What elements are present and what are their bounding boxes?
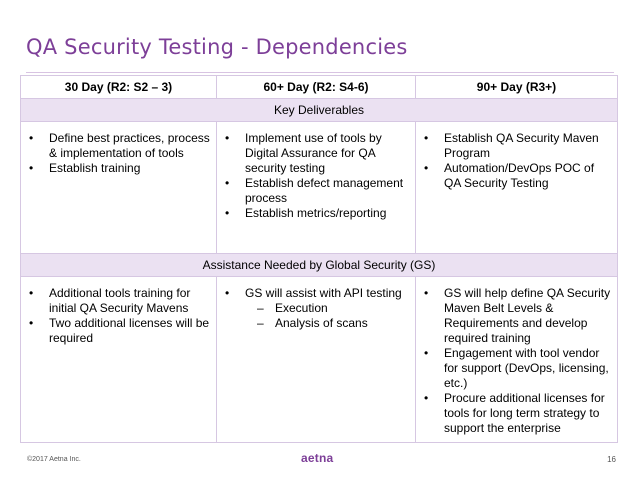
list-item: Establish QA Security Maven Program — [422, 131, 613, 161]
bullet-list: GS will assist with API testing — [223, 286, 411, 301]
section-label: Key Deliverables — [20, 98, 618, 122]
list-item-text: GS will assist with API testing — [245, 286, 402, 300]
list-item: Two additional licenses will be required — [27, 316, 212, 346]
bullet-list: Define best practices, process & impleme… — [27, 131, 212, 176]
bullet-list: GS will help define QA Security Maven Be… — [422, 286, 613, 436]
table-row: Additional tools training for initial QA… — [20, 276, 618, 443]
bullet-list: Establish QA Security Maven Program Auto… — [422, 131, 613, 191]
cell-deliverables-30: Define best practices, process & impleme… — [20, 121, 217, 254]
list-item: Automation/DevOps POC of QA Security Tes… — [422, 161, 613, 191]
list-item: Establish defect management process — [223, 176, 411, 206]
aetna-logo: aetna — [301, 451, 334, 465]
list-item: Additional tools training for initial QA… — [27, 286, 212, 316]
page-number: 16 — [607, 455, 616, 464]
section-band-key-deliverables: Key Deliverables — [20, 98, 618, 122]
list-item: Implement use of tools by Digital Assura… — [223, 131, 411, 176]
column-header-60-day: 60+ Day (R2: S4-6) — [216, 75, 416, 99]
sub-list-item: Execution — [223, 301, 411, 316]
table-row: Define best practices, process & impleme… — [20, 121, 618, 254]
sub-list-item: Analysis of scans — [223, 316, 411, 331]
column-header-30-day: 30 Day (R2: S2 – 3) — [20, 75, 217, 99]
header-row: 30 Day (R2: S2 – 3) 60+ Day (R2: S4-6) 9… — [20, 75, 618, 99]
cell-assistance-30: Additional tools training for initial QA… — [20, 276, 217, 443]
list-item: Engagement with tool vendor for support … — [422, 346, 613, 391]
bullet-list: Implement use of tools by Digital Assura… — [223, 131, 411, 221]
section-label: Assistance Needed by Global Security (GS… — [20, 253, 618, 277]
list-item: Establish metrics/reporting — [223, 206, 411, 221]
sub-list: Execution Analysis of scans — [223, 301, 411, 331]
cell-deliverables-90: Establish QA Security Maven Program Auto… — [415, 121, 618, 254]
column-header-90-day: 90+ Day (R3+) — [415, 75, 618, 99]
list-item: Define best practices, process & impleme… — [27, 131, 212, 161]
cell-deliverables-60: Implement use of tools by Digital Assura… — [216, 121, 416, 254]
copyright-text: ©2017 Aetna Inc. — [27, 456, 81, 463]
list-item: Establish training — [27, 161, 212, 176]
list-item: GS will help define QA Security Maven Be… — [422, 286, 613, 346]
list-item: Procure additional licenses for tools fo… — [422, 391, 613, 436]
section-band-assistance: Assistance Needed by Global Security (GS… — [20, 253, 618, 277]
page-title: QA Security Testing - Dependencies — [26, 35, 408, 59]
cell-assistance-90: GS will help define QA Security Maven Be… — [415, 276, 618, 443]
list-item: GS will assist with API testing — [223, 286, 411, 301]
bullet-list: Additional tools training for initial QA… — [27, 286, 212, 346]
title-divider — [26, 72, 614, 73]
cell-assistance-60: GS will assist with API testing Executio… — [216, 276, 416, 443]
dependencies-table: 30 Day (R2: S2 – 3) 60+ Day (R2: S4-6) 9… — [20, 75, 618, 443]
